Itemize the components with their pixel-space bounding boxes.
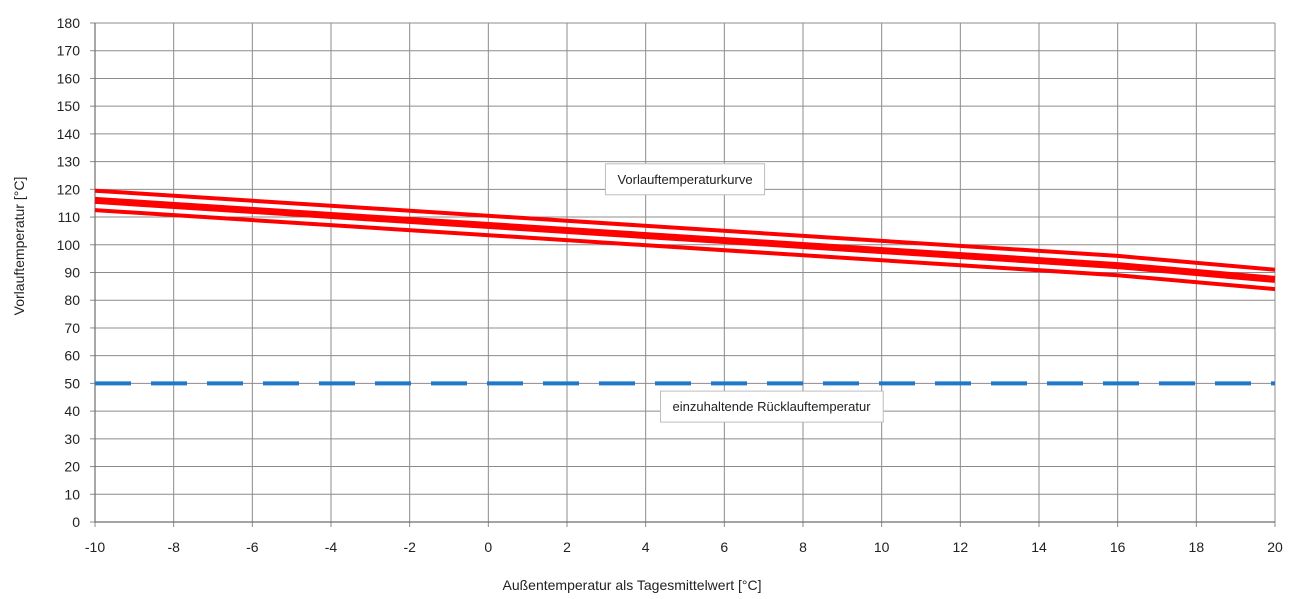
x-tick-label: 8: [799, 539, 807, 555]
annotation-box: [660, 390, 884, 423]
y-tick-label: 140: [57, 126, 81, 142]
series-line-3: [94, 208, 1276, 292]
series-line-1: [94, 188, 1276, 272]
y-tick-label: 150: [57, 98, 81, 114]
y-tick-label: 180: [57, 15, 81, 31]
annotation-label: Vorlauftemperaturkurve: [617, 172, 752, 187]
y-tick-label: 10: [64, 486, 80, 502]
x-tick-label: -8: [167, 539, 180, 555]
series-layer: [94, 188, 1276, 386]
y-tick-label: 120: [57, 181, 81, 197]
y-tick-label: 0: [72, 514, 80, 530]
annotation-1: Vorlauftemperaturkurve: [604, 163, 766, 196]
y-tick-label: 160: [57, 70, 81, 86]
y-tick-label: 130: [57, 154, 81, 170]
annotation-label: einzuhaltende Rücklauftemperatur: [673, 399, 872, 414]
y-tick-label: 110: [58, 209, 81, 225]
x-tick-label: -4: [325, 539, 338, 555]
x-tick-label: 6: [720, 539, 728, 555]
x-axis-title: Außentemperatur als Tagesmittelwert [°C]: [503, 577, 762, 593]
x-tick-label: -10: [85, 539, 105, 555]
y-tick-label: 170: [57, 43, 81, 59]
x-tick-label: 16: [1110, 539, 1126, 555]
y-tick-label: 40: [64, 403, 80, 419]
y-tick-label: 70: [64, 320, 80, 336]
x-tick-label: -6: [246, 539, 259, 555]
tick-labels: 0102030405060708090100110120130140150160…: [57, 15, 1283, 555]
annotations: Vorlauftemperaturkurve einzuhaltende Rück…: [604, 163, 884, 423]
y-tick-label: 80: [64, 292, 80, 308]
x-tick-label: 10: [874, 539, 890, 555]
x-tick-label: 4: [642, 539, 650, 555]
y-tick-label: 50: [64, 375, 80, 391]
y-tick-label: 60: [64, 348, 80, 364]
y-tick-label: 30: [64, 431, 80, 447]
x-tick-label: 2: [563, 539, 571, 555]
annotation-box: [604, 163, 766, 196]
series-line-2: [94, 196, 1276, 283]
x-tick-label: 12: [953, 539, 969, 555]
y-tick-label: 90: [64, 265, 80, 281]
x-tick-label: 0: [484, 539, 492, 555]
y-tick-label: 100: [57, 237, 81, 253]
y-tick-label: 20: [64, 459, 80, 475]
x-tick-label: -2: [403, 539, 416, 555]
x-tick-label: 18: [1189, 539, 1205, 555]
y-axis-title: Vorlauftemperatur [°C]: [11, 177, 27, 316]
x-tick-label: 14: [1031, 539, 1047, 555]
annotation-2: einzuhaltende Rücklauftemperatur: [660, 390, 884, 423]
x-tick-label: 20: [1267, 539, 1283, 555]
